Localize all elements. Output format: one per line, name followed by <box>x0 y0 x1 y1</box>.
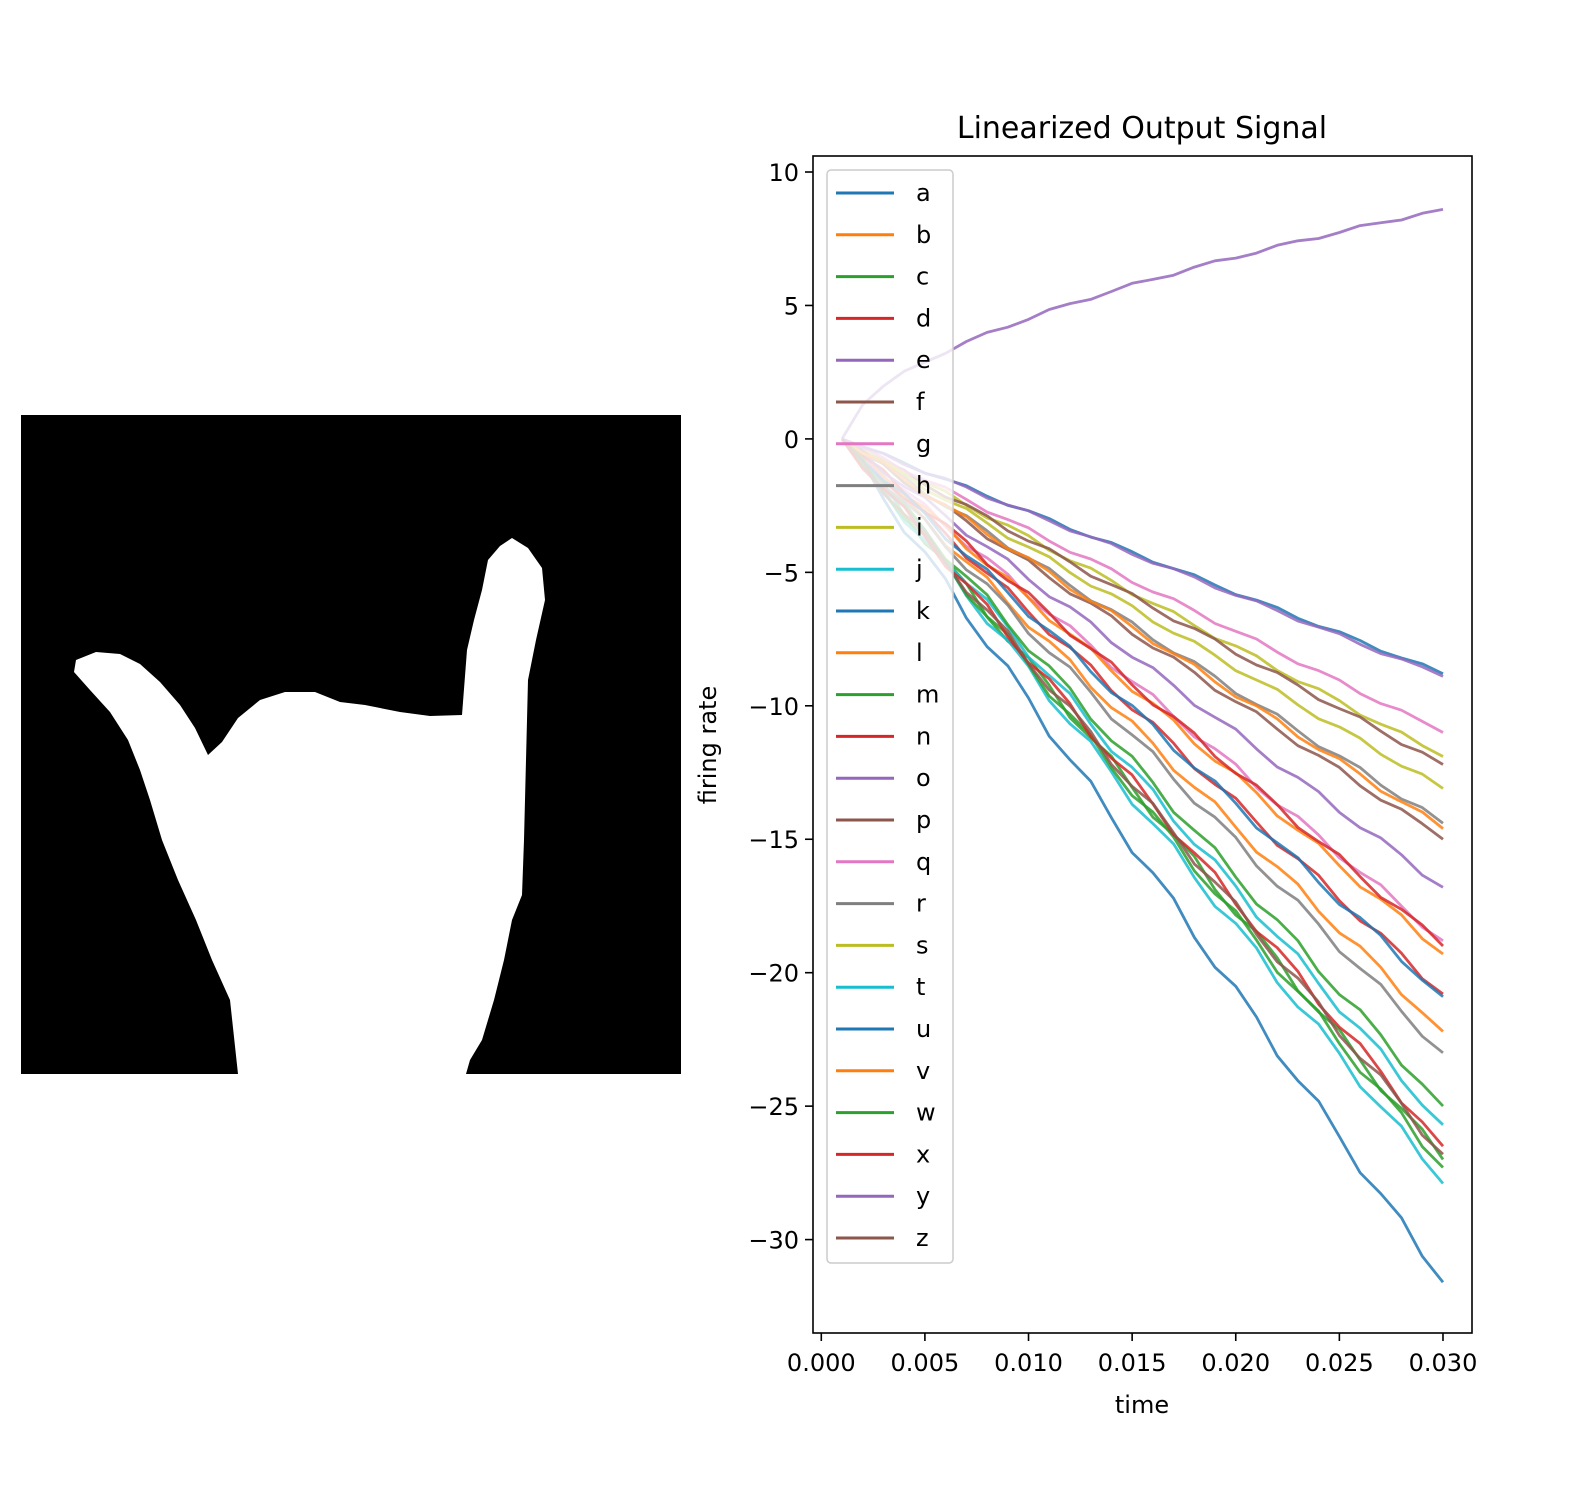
y-tick-label: −25 <box>748 1093 799 1121</box>
line-chart: Linearized Output Signal 0.000 0.005 0.010… <box>694 111 1477 1419</box>
legend-label-t: t <box>916 973 925 1001</box>
y-tick-label: 0 <box>784 426 799 454</box>
legend-label-m: m <box>916 681 939 709</box>
legend-label-j: j <box>915 555 923 583</box>
chart-title: Linearized Output Signal <box>957 111 1327 146</box>
legend-label-g: g <box>916 430 931 458</box>
legend-label-a: a <box>916 179 931 207</box>
legend-label-b: b <box>916 221 931 249</box>
x-tick-label: 0.030 <box>1409 1349 1478 1377</box>
x-axis-label: time <box>1115 1391 1169 1419</box>
legend-label-c: c <box>916 263 929 291</box>
legend-label-n: n <box>916 722 931 750</box>
legend-label-f: f <box>916 388 925 416</box>
plot-frame <box>812 155 1473 1334</box>
y-tick-label: −10 <box>748 693 799 721</box>
legend-label-h: h <box>916 472 931 500</box>
x-tick-label: 0.005 <box>891 1349 960 1377</box>
x-tick-label: 0.015 <box>1098 1349 1167 1377</box>
y-tick-label: −5 <box>764 559 799 587</box>
legend-label-k: k <box>916 597 930 625</box>
y-axis-ticks: 10 5 0 −5 −10 −15 −20 −25 −30 <box>748 159 813 1255</box>
legend-label-o: o <box>916 764 931 792</box>
legend-label-x: x <box>916 1140 930 1168</box>
legend-label-r: r <box>916 890 926 918</box>
x-axis-ticks: 0.000 0.005 0.010 0.015 0.020 0.025 0.030 <box>787 1333 1477 1377</box>
legend-label-s: s <box>916 931 929 959</box>
y-tick-label: 10 <box>768 159 799 187</box>
legend-label-p: p <box>916 806 931 834</box>
x-tick-label: 0.010 <box>994 1349 1063 1377</box>
hand-silhouette <box>74 538 545 1074</box>
legend-label-i: i <box>916 513 923 541</box>
legend-label-v: v <box>916 1057 930 1085</box>
legend-label-z: z <box>916 1224 929 1252</box>
legend-label-d: d <box>916 304 931 332</box>
x-tick-label: 0.020 <box>1201 1349 1270 1377</box>
hand-image-panel <box>21 415 681 1074</box>
y-tick-label: −20 <box>748 960 799 988</box>
x-tick-label: 0.025 <box>1305 1349 1374 1377</box>
y-tick-label: 5 <box>784 292 799 320</box>
legend-label-w: w <box>916 1099 936 1127</box>
x-tick-label: 0.000 <box>787 1349 856 1377</box>
y-tick-label: −30 <box>748 1227 799 1255</box>
legend-label-e: e <box>916 346 931 374</box>
y-axis-label: firing rate <box>694 686 722 804</box>
y-tick-label: −15 <box>748 826 799 854</box>
legend-label-l: l <box>916 639 923 667</box>
legend-label-y: y <box>916 1182 930 1210</box>
legend-label-q: q <box>916 848 931 876</box>
legend-label-u: u <box>916 1015 931 1043</box>
